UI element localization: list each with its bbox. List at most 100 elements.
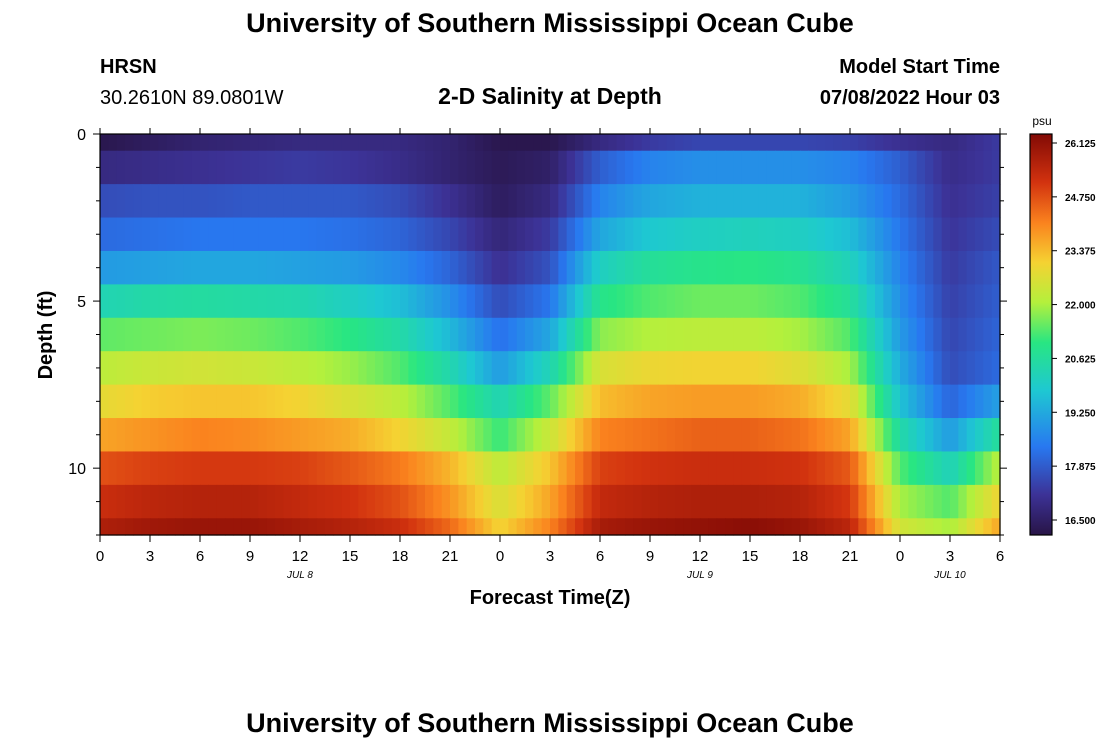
heatmap-cell bbox=[241, 418, 251, 453]
heatmap-cell bbox=[608, 250, 618, 285]
heatmap-cell bbox=[725, 134, 734, 152]
heatmap-cell bbox=[966, 150, 976, 185]
heatmap-cell bbox=[950, 217, 959, 252]
heatmap-cell bbox=[833, 351, 843, 386]
heatmap-cell bbox=[991, 150, 1001, 185]
heatmap-cell bbox=[416, 418, 426, 453]
heatmap-cell bbox=[666, 217, 676, 252]
heatmap-cell bbox=[658, 384, 668, 419]
heatmap-cell bbox=[316, 518, 326, 536]
heatmap-cell bbox=[825, 134, 834, 152]
heatmap-cell bbox=[633, 150, 643, 185]
heatmap-cell bbox=[950, 518, 959, 536]
date-labels: JUL 8 JUL 9 JUL 10 bbox=[286, 570, 966, 581]
heatmap-cell bbox=[925, 451, 934, 486]
heatmap-cell bbox=[341, 418, 351, 453]
heatmap-cell bbox=[208, 150, 218, 185]
heatmap-cell bbox=[791, 484, 801, 519]
heatmap-cell bbox=[600, 134, 609, 152]
model-start-value: 07/08/2022 Hour 03 bbox=[819, 87, 1000, 109]
heatmap-cell bbox=[658, 351, 668, 386]
heatmap-cell bbox=[433, 150, 443, 185]
heatmap-cell bbox=[150, 250, 159, 285]
heatmap-cell bbox=[233, 134, 243, 152]
heatmap-cell bbox=[366, 418, 376, 453]
heatmap-cell bbox=[475, 284, 484, 319]
heatmap-cell bbox=[375, 284, 384, 319]
heatmap-cell bbox=[941, 418, 951, 453]
heatmap-cell bbox=[916, 317, 926, 352]
heatmap-cell bbox=[700, 384, 709, 419]
heatmap-cell bbox=[508, 150, 518, 185]
heatmap-cell bbox=[175, 518, 184, 536]
heatmap-cell bbox=[100, 317, 109, 352]
heatmap-cell bbox=[866, 284, 876, 319]
heatmap-cell bbox=[333, 418, 343, 453]
heatmap-cell bbox=[983, 150, 993, 185]
heatmap-cell bbox=[183, 418, 193, 453]
colorbar-tick-label: 23.375 bbox=[1065, 247, 1096, 258]
heatmap-cell bbox=[708, 317, 718, 352]
heatmap-cell bbox=[800, 317, 809, 352]
heatmap-cell bbox=[600, 418, 609, 453]
heatmap-cell bbox=[616, 134, 626, 152]
heatmap-cell bbox=[108, 484, 118, 519]
heatmap-cell bbox=[325, 317, 334, 352]
heatmap-cell bbox=[291, 250, 301, 285]
heatmap-cell bbox=[833, 384, 843, 419]
heatmap-cell bbox=[350, 384, 359, 419]
heatmap-cell bbox=[683, 351, 693, 386]
heatmap-cell bbox=[266, 518, 276, 536]
heatmap-cell bbox=[941, 284, 951, 319]
heatmap-cell bbox=[291, 351, 301, 386]
heatmap-cell bbox=[216, 351, 226, 386]
heatmap-cell bbox=[633, 250, 643, 285]
heatmap-cell bbox=[408, 351, 418, 386]
heatmap-cell bbox=[908, 317, 918, 352]
heatmap-cell bbox=[466, 250, 476, 285]
heatmap-cell bbox=[283, 150, 293, 185]
heatmap-cell bbox=[391, 284, 401, 319]
heatmap-cell bbox=[733, 134, 743, 152]
heatmap-cell bbox=[441, 451, 451, 486]
heatmap-cell bbox=[566, 451, 576, 486]
heatmap-cell bbox=[491, 134, 501, 152]
heatmap-cell bbox=[758, 250, 768, 285]
heatmap-cell bbox=[241, 518, 251, 536]
heatmap-cell bbox=[633, 217, 643, 252]
heatmap-cell bbox=[350, 250, 359, 285]
heatmap-cell bbox=[433, 250, 443, 285]
heatmap-cell bbox=[308, 418, 318, 453]
heatmap-cell bbox=[208, 418, 218, 453]
heatmap-cell bbox=[266, 217, 276, 252]
heatmap-cell bbox=[241, 150, 251, 185]
heatmap-cell bbox=[775, 518, 784, 536]
heatmap-cell bbox=[850, 134, 859, 152]
heatmap-cell bbox=[808, 451, 818, 486]
heatmap-cell bbox=[191, 284, 201, 319]
heatmap-cell bbox=[941, 317, 951, 352]
heatmap-cell bbox=[991, 317, 1001, 352]
heatmap-cell bbox=[366, 184, 376, 219]
heatmap-cell bbox=[308, 250, 318, 285]
heatmap-cell bbox=[916, 250, 926, 285]
heatmap-cell bbox=[616, 484, 626, 519]
heatmap-cell bbox=[183, 184, 193, 219]
heatmap-cell bbox=[150, 518, 159, 536]
heatmap-cell bbox=[525, 451, 534, 486]
heatmap-cell bbox=[308, 351, 318, 386]
heatmap-cell bbox=[675, 284, 684, 319]
heatmap-cell bbox=[850, 284, 859, 319]
heatmap-cell bbox=[625, 217, 634, 252]
heatmap-cell bbox=[433, 518, 443, 536]
heatmap-cell bbox=[958, 217, 968, 252]
heatmap-cell bbox=[783, 317, 793, 352]
heatmap-cell bbox=[841, 351, 851, 386]
heatmap-cell bbox=[733, 250, 743, 285]
heatmap-cell bbox=[608, 317, 618, 352]
heatmap-cell bbox=[741, 250, 751, 285]
heatmap-cell bbox=[225, 284, 234, 319]
heatmap-cell bbox=[916, 134, 926, 152]
heatmap-cell bbox=[616, 184, 626, 219]
heatmap-cell bbox=[800, 451, 809, 486]
